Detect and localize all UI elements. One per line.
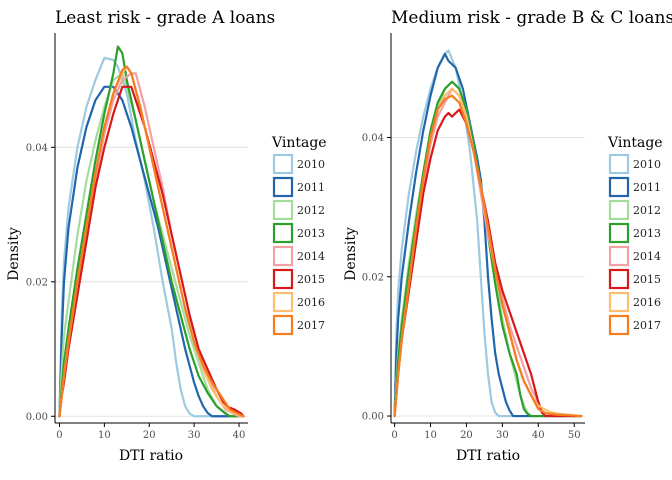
legend-title: Vintage	[607, 135, 663, 151]
series-line-2017	[58, 65, 245, 418]
x-tick-label: 30	[496, 430, 509, 441]
x-tick-label: 20	[143, 430, 156, 441]
legend-key-2016	[272, 291, 294, 313]
legend-label-2010: 2010	[633, 158, 661, 171]
panel-title: Medium risk - grade B & C loans	[391, 8, 672, 28]
x-tick-label: 30	[188, 430, 201, 441]
y-tick-label: 0.04	[362, 133, 384, 144]
series-line-2010	[58, 56, 245, 418]
legend-label-2010: 2010	[297, 158, 325, 171]
legend-key-2012	[608, 199, 630, 221]
legend-label-2016: 2016	[633, 296, 661, 309]
y-tick-label: 0.02	[26, 277, 48, 288]
y-tick-label: 0.00	[362, 412, 384, 423]
legend-label-2012: 2012	[297, 204, 325, 217]
legend-key-2013	[272, 222, 294, 244]
series-line-2010	[393, 49, 583, 418]
legend-key-2013	[608, 222, 630, 244]
x-tick-label: 40	[233, 430, 246, 441]
legend-label-2011: 2011	[633, 181, 661, 194]
panel-title: Least risk - grade A loans	[55, 8, 275, 28]
legend-key-2011	[272, 176, 294, 198]
legend-key-2014	[608, 245, 630, 267]
legend: Vintage 2010 2011 2012 2013 2014 2015 2016 2017	[271, 135, 327, 336]
legend-key-2015	[272, 268, 294, 290]
x-axis-title: DTI ratio	[119, 448, 183, 464]
x-tick-label: 0	[391, 430, 397, 441]
legend-label-2013: 2013	[297, 227, 325, 240]
legend-key-2011	[608, 176, 630, 198]
legend-key-2012	[272, 199, 294, 221]
legend-label-2015: 2015	[297, 273, 325, 286]
y-axis-title: Density	[343, 227, 359, 281]
series-line-2017	[393, 94, 583, 418]
legend-label-2013: 2013	[633, 227, 661, 240]
legend-title: Vintage	[271, 135, 327, 151]
series-line-2013	[393, 80, 583, 418]
legend-key-2010	[272, 153, 294, 175]
x-tick-label: 0	[56, 430, 62, 441]
plot-area: 0 10 20 30 40 0.00 0.02 0.04	[26, 33, 248, 441]
legend-label-2017: 2017	[297, 319, 325, 332]
legend-key-2010	[608, 153, 630, 175]
legend-label-2016: 2016	[297, 296, 325, 309]
legend: Vintage 2010 2011 2012 2013 2014 2015 2016 2017	[607, 135, 663, 336]
legend-key-2017	[272, 314, 294, 336]
legend-label-2012: 2012	[633, 204, 661, 217]
series-line-2011	[393, 52, 583, 418]
panel-grade-a: Least risk - grade A loans 0 10 20 30 40 0.00…	[6, 8, 327, 464]
series-line-2013	[58, 45, 245, 418]
legend-key-2014	[272, 245, 294, 267]
plot-area: 0 10 20 30 40 50 0.00 0.02 0.04	[362, 33, 585, 441]
legend-label-2015: 2015	[633, 273, 661, 286]
y-tick-label: 0.00	[26, 412, 48, 423]
legend-label-2014: 2014	[633, 250, 661, 263]
y-axis-title: Density	[6, 227, 22, 281]
x-tick-label: 10	[424, 430, 437, 441]
legend-label-2011: 2011	[297, 181, 325, 194]
y-tick-label: 0.02	[362, 272, 384, 283]
x-axis-title: DTI ratio	[456, 448, 520, 464]
x-tick-label: 20	[460, 430, 473, 441]
legend-key-2017	[608, 314, 630, 336]
x-tick-label: 10	[98, 430, 111, 441]
legend-key-2016	[608, 291, 630, 313]
panel-grade-b-c: Medium risk - grade B & C loans 0 10 20 30 4…	[343, 8, 672, 464]
y-tick-label: 0.04	[26, 143, 48, 154]
legend-key-2015	[608, 268, 630, 290]
x-tick-label: 50	[568, 430, 581, 441]
series-line-2011	[58, 85, 245, 418]
legend-label-2017: 2017	[633, 319, 661, 332]
legend-label-2014: 2014	[297, 250, 325, 263]
x-tick-label: 40	[532, 430, 545, 441]
